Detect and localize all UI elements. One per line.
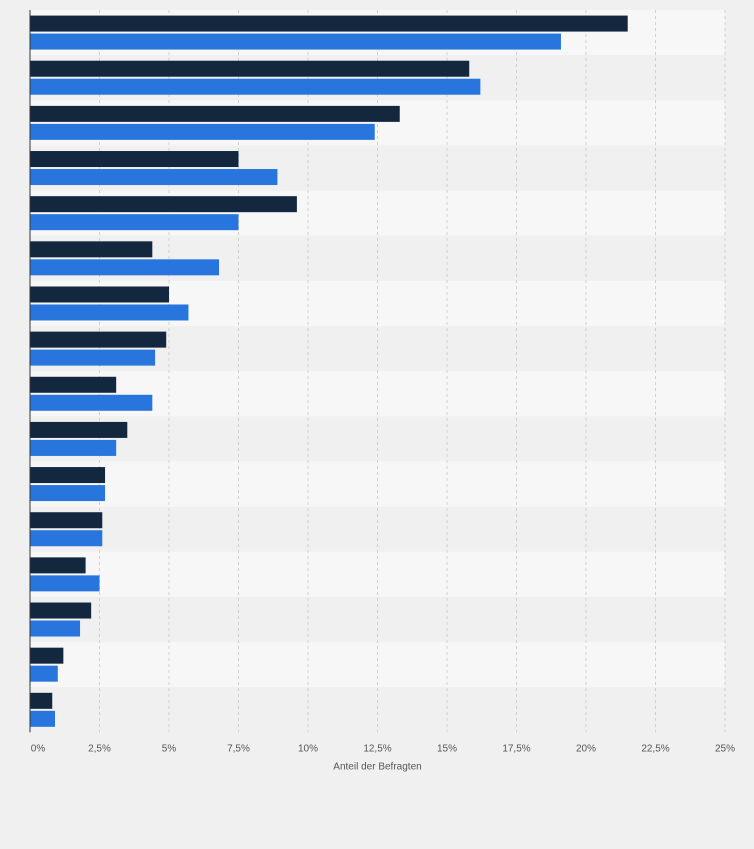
- gridlines: [99, 10, 726, 733]
- bar-series-2[interactable]: [30, 394, 153, 411]
- x-tick-label: 15%: [437, 743, 457, 754]
- x-tick-label: 12,5%: [363, 743, 391, 754]
- bar-series-2[interactable]: [30, 665, 58, 682]
- bar-series-1[interactable]: [30, 105, 400, 122]
- bar-series-1[interactable]: [30, 376, 117, 393]
- bar-series-1[interactable]: [30, 15, 628, 32]
- bar-series-1[interactable]: [30, 647, 64, 664]
- x-axis-title: Anteil der Befragten: [333, 761, 421, 772]
- x-tick-label: 2,5%: [88, 743, 111, 754]
- bar-series-1[interactable]: [30, 692, 53, 709]
- bar-series-1[interactable]: [30, 421, 128, 438]
- bar-series-2[interactable]: [30, 304, 189, 321]
- x-tick-label: 0%: [31, 743, 46, 754]
- bar-series-2[interactable]: [30, 530, 103, 547]
- bar-series-1[interactable]: [30, 557, 86, 574]
- bars: [30, 15, 628, 727]
- bar-series-1[interactable]: [30, 467, 106, 484]
- bar-series-1[interactable]: [30, 286, 169, 303]
- bar-series-2[interactable]: [30, 169, 278, 186]
- bar-series-2[interactable]: [30, 349, 156, 366]
- x-tick-label: 22,5%: [641, 743, 669, 754]
- bar-series-2[interactable]: [30, 439, 117, 456]
- bar-series-2[interactable]: [30, 485, 106, 502]
- x-tick-label: 20%: [576, 743, 596, 754]
- bar-series-1[interactable]: [30, 331, 167, 348]
- bar-series-1[interactable]: [30, 241, 153, 258]
- bar-series-2[interactable]: [30, 214, 239, 231]
- bar-series-1[interactable]: [30, 512, 103, 529]
- bar-series-1[interactable]: [30, 196, 297, 213]
- bar-series-2[interactable]: [30, 259, 220, 276]
- x-tick-label: 17,5%: [502, 743, 530, 754]
- bar-series-2[interactable]: [30, 620, 81, 637]
- x-axis-ticks: 0% 2,5% 5% 7,5% 10% 12,5% 15% 17,5% 20% 22,5% 25%: [31, 743, 735, 754]
- bar-series-2[interactable]: [30, 575, 100, 592]
- x-tick-label: 10%: [298, 743, 318, 754]
- bar-series-2[interactable]: [30, 78, 481, 95]
- x-tick-label: 25%: [715, 743, 735, 754]
- bar-series-2[interactable]: [30, 33, 561, 50]
- bar-series-1[interactable]: [30, 151, 239, 168]
- bar-series-2[interactable]: [30, 710, 56, 727]
- bar-series-2[interactable]: [30, 123, 375, 140]
- bar-series-1[interactable]: [30, 602, 92, 619]
- x-tick-label: 7,5%: [227, 743, 250, 754]
- bar-series-1[interactable]: [30, 60, 470, 77]
- x-tick-label: 5%: [162, 743, 177, 754]
